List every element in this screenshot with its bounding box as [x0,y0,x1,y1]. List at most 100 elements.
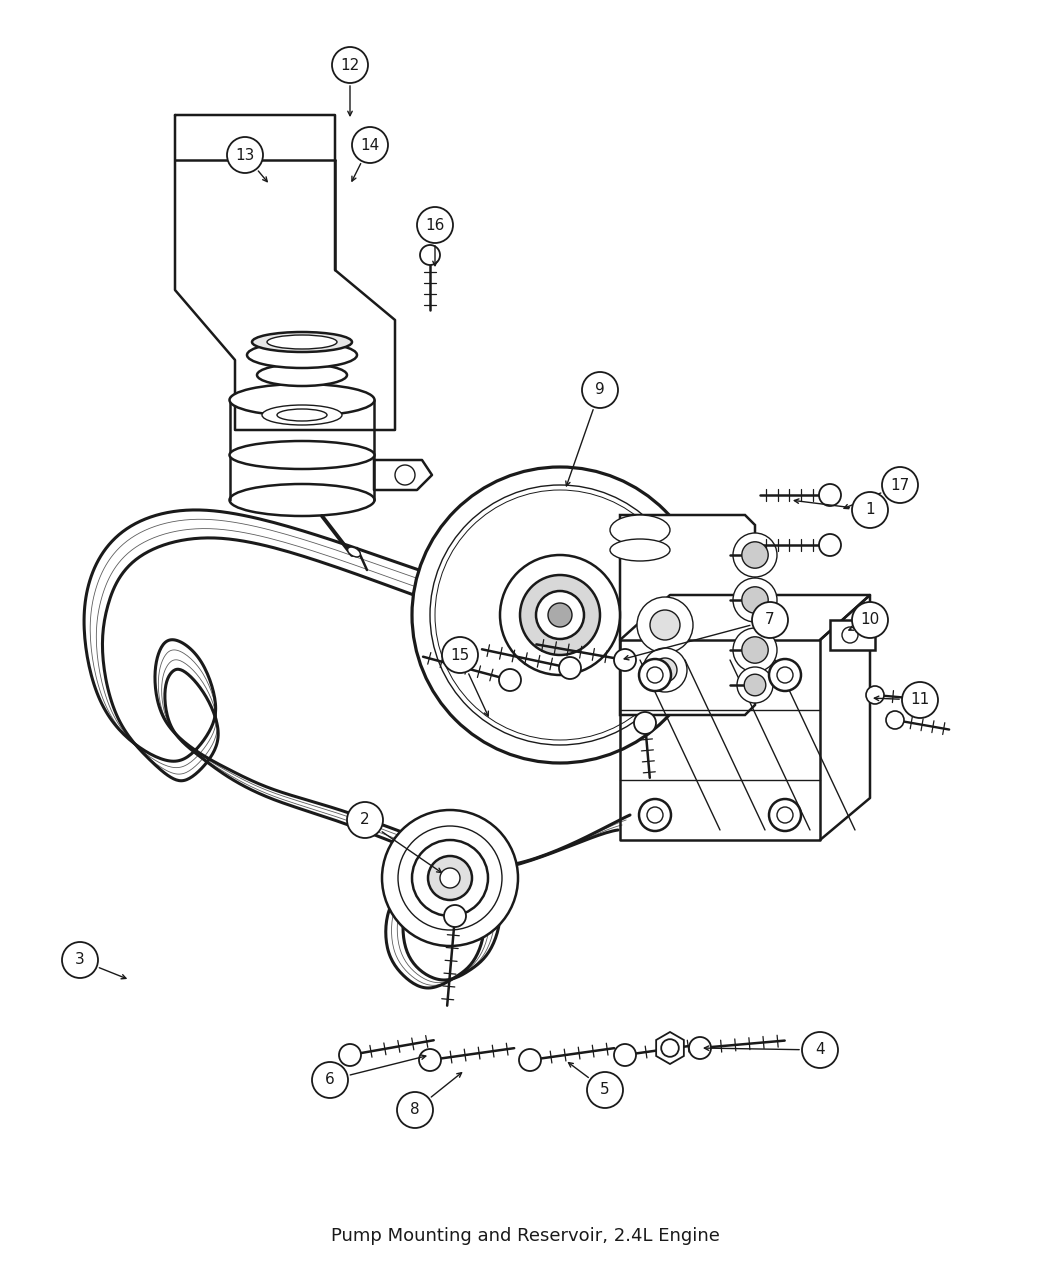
Text: 10: 10 [860,612,880,627]
Circle shape [819,484,841,506]
Ellipse shape [247,342,357,368]
Circle shape [733,578,777,622]
Circle shape [637,597,693,653]
Circle shape [614,649,636,671]
Circle shape [842,627,858,643]
Circle shape [866,686,884,704]
Circle shape [500,555,620,674]
Circle shape [852,492,888,528]
Circle shape [559,657,581,680]
Ellipse shape [610,539,670,561]
Circle shape [536,592,584,639]
Circle shape [417,207,453,244]
Text: 16: 16 [425,218,445,232]
Circle shape [741,586,769,613]
Circle shape [886,711,904,729]
Circle shape [227,136,262,173]
Ellipse shape [230,384,375,416]
Ellipse shape [230,441,375,469]
Circle shape [802,1031,838,1068]
Circle shape [440,868,460,887]
Circle shape [520,575,600,655]
Circle shape [430,484,690,745]
Text: 2: 2 [360,812,370,827]
Circle shape [741,542,769,569]
Circle shape [639,659,671,691]
Circle shape [741,636,769,663]
Circle shape [653,658,677,682]
Text: 11: 11 [910,692,929,708]
Text: 13: 13 [235,148,255,162]
Ellipse shape [610,515,670,544]
Text: 17: 17 [890,478,909,492]
Circle shape [352,128,388,163]
Circle shape [460,515,660,715]
Ellipse shape [277,409,327,421]
Circle shape [737,667,773,703]
Text: 9: 9 [595,382,605,398]
Text: 4: 4 [815,1043,825,1057]
Bar [830,620,875,650]
Ellipse shape [257,363,346,386]
Circle shape [62,942,98,978]
Circle shape [769,799,801,831]
Circle shape [777,667,793,683]
Text: 7: 7 [765,612,775,627]
Circle shape [634,711,656,734]
Circle shape [332,47,368,83]
Circle shape [412,840,488,915]
Text: 12: 12 [340,57,359,73]
Circle shape [852,602,888,638]
Circle shape [442,638,478,673]
Circle shape [339,1044,361,1066]
Circle shape [587,1072,623,1108]
Circle shape [346,802,383,838]
Circle shape [647,667,663,683]
Circle shape [647,807,663,822]
Circle shape [435,490,685,740]
Circle shape [582,372,618,408]
Circle shape [882,467,918,504]
Text: 14: 14 [360,138,380,153]
Circle shape [450,505,670,725]
Circle shape [650,609,680,640]
Text: 8: 8 [411,1103,420,1117]
Text: Pump Mounting and Reservoir, 2.4L Engine: Pump Mounting and Reservoir, 2.4L Engine [331,1227,719,1244]
Circle shape [382,810,518,946]
Text: 5: 5 [601,1082,610,1098]
Ellipse shape [252,332,352,352]
Circle shape [412,467,708,762]
Circle shape [395,465,415,484]
Text: 3: 3 [76,952,85,968]
Circle shape [643,648,687,692]
Ellipse shape [230,484,375,516]
Circle shape [769,659,801,691]
Circle shape [662,1039,678,1057]
Circle shape [777,807,793,822]
Text: 15: 15 [450,648,469,663]
Circle shape [419,1049,441,1071]
Ellipse shape [348,547,360,557]
Circle shape [733,629,777,672]
Circle shape [398,826,502,929]
Circle shape [819,534,841,556]
Circle shape [428,856,472,900]
Text: 1: 1 [865,502,875,518]
Ellipse shape [267,335,337,349]
Circle shape [442,497,678,733]
Circle shape [752,602,788,638]
Circle shape [733,533,777,578]
Circle shape [689,1037,711,1060]
Circle shape [548,603,572,627]
Circle shape [420,245,440,265]
Circle shape [902,682,938,718]
Ellipse shape [262,405,342,425]
Circle shape [614,1044,636,1066]
Circle shape [444,905,466,927]
Polygon shape [620,515,755,715]
Circle shape [519,1049,541,1071]
Circle shape [499,669,521,691]
Circle shape [744,674,765,696]
Circle shape [312,1062,348,1098]
Circle shape [639,799,671,831]
